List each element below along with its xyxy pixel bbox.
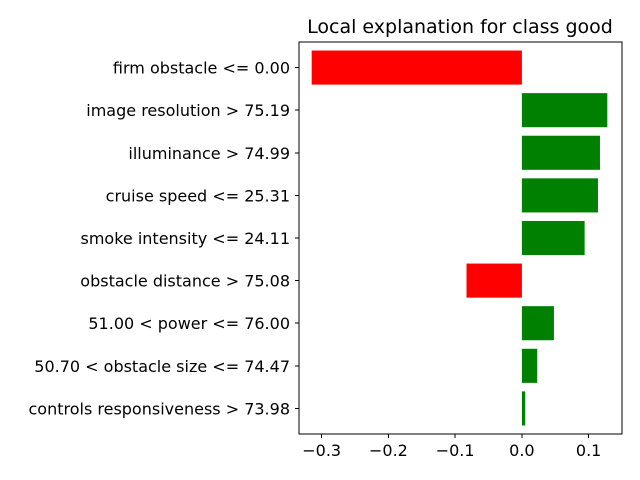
bars-group <box>311 50 608 426</box>
bar <box>521 178 598 213</box>
axes-frame <box>298 41 623 435</box>
y-tick-label: firm obstacle <= 0.00 <box>113 59 290 78</box>
y-tick-label: cruise speed <= 25.31 <box>106 186 290 205</box>
bar <box>521 135 600 170</box>
bar <box>311 50 522 85</box>
x-tick-label: −0.3 <box>302 441 341 460</box>
y-tick-label: 51.00 < power <= 76.00 <box>88 314 290 333</box>
y-tick-label: image resolution > 75.19 <box>86 101 290 120</box>
bar <box>521 220 585 256</box>
x-tick-label: 0.0 <box>509 441 534 460</box>
x-tick-label: −0.2 <box>369 441 408 460</box>
y-tick-labels: firm obstacle <= 0.00 image resolution > … <box>28 59 299 418</box>
plot-frame <box>298 41 623 435</box>
bar <box>466 263 522 298</box>
chart-title: Local explanation for class good <box>307 16 613 38</box>
y-tick-label: 50.70 < obstacle size <= 74.47 <box>34 357 290 376</box>
bar <box>521 391 526 426</box>
x-tick-label: −0.1 <box>436 441 475 460</box>
x-tick-label: 0.1 <box>576 441 601 460</box>
x-axis: −0.3 −0.2 −0.1 0.0 0.1 <box>302 434 601 460</box>
y-tick-label: obstacle distance > 75.08 <box>80 272 290 291</box>
bar <box>521 306 554 341</box>
bar <box>521 348 538 383</box>
y-tick-label: smoke intensity <= 24.11 <box>81 229 291 248</box>
y-tick-label: illuminance > 74.99 <box>128 144 290 163</box>
y-tick-label: controls responsiveness > 73.98 <box>28 399 290 418</box>
bar <box>521 93 608 128</box>
